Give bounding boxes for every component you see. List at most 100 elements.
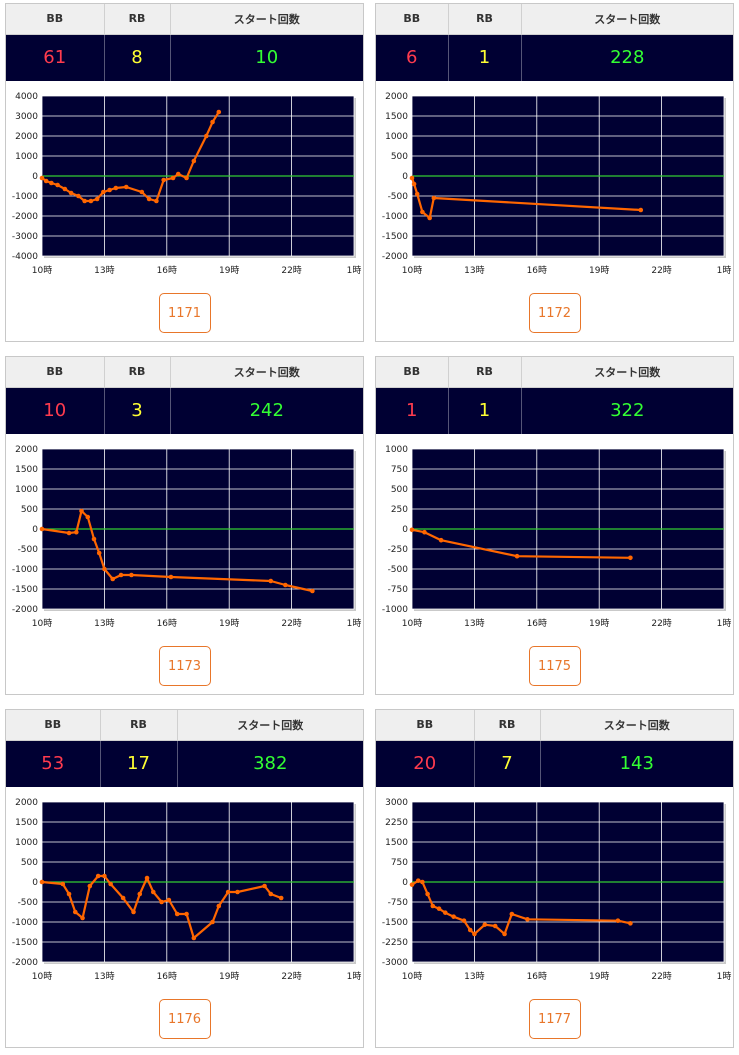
data-point	[191, 158, 197, 164]
rb-header: RB	[104, 4, 171, 35]
data-point	[409, 882, 415, 887]
x-tick-label: 19時	[589, 971, 609, 982]
y-tick-label: -4000	[12, 252, 38, 262]
data-point	[102, 873, 107, 879]
bb-header: BB	[6, 357, 105, 388]
y-tick-label: 500	[21, 505, 38, 515]
machine-number-button[interactable]: 1177	[528, 999, 581, 1039]
x-tick-label: 10時	[402, 971, 422, 982]
y-tick-label: 0	[402, 525, 408, 535]
data-point	[62, 186, 68, 192]
bb-header: BB	[376, 357, 449, 388]
start-count-value: 382	[177, 740, 363, 787]
x-tick-label: 1時	[717, 971, 732, 982]
balance-chart: 2000 1500 1000 500 0 -500 -1000 -1500 -2000 10時 13…	[382, 92, 732, 276]
x-tick-label: 19時	[219, 265, 239, 276]
x-tick-label: 16時	[527, 971, 547, 982]
x-tick-label: 13時	[94, 971, 114, 982]
x-tick-label: 16時	[157, 618, 177, 629]
data-point	[235, 889, 240, 895]
bb-value: 61	[6, 34, 105, 81]
y-tick-label: -750	[388, 585, 409, 595]
y-tick-label: 0	[402, 878, 408, 888]
data-point	[107, 187, 112, 193]
data-point	[85, 514, 91, 520]
start-count-header: スタート回数	[540, 710, 733, 741]
data-point	[66, 891, 72, 897]
data-point	[95, 873, 101, 879]
data-point	[113, 185, 119, 191]
data-point	[427, 215, 432, 221]
machine-number-button[interactable]: 1173	[158, 646, 211, 686]
rb-value: 7	[474, 740, 541, 787]
data-point	[461, 918, 467, 923]
rb-value: 8	[104, 34, 171, 81]
balance-chart: 4000 3000 2000 1000 0 -1000 -2000 -3000 -4000 10時…	[12, 92, 362, 276]
rb-header: RB	[448, 357, 522, 388]
x-tick-label: 22時	[281, 265, 301, 276]
x-tick-label: 22時	[651, 971, 671, 982]
y-tick-label: 2000	[15, 132, 38, 142]
machine-number-button[interactable]: 1172	[528, 293, 581, 333]
data-point	[425, 891, 430, 897]
machine-number-button[interactable]: 1175	[528, 646, 581, 686]
y-tick-label: 500	[391, 485, 408, 495]
stats-table: BB RB スタート回数 10 3 242	[6, 357, 363, 434]
x-tick-label: 16時	[157, 265, 177, 276]
x-tick-label: 1時	[347, 265, 362, 276]
data-point	[628, 555, 633, 561]
data-point	[87, 883, 93, 889]
y-tick-label: -1500	[382, 918, 408, 928]
data-point	[184, 175, 189, 181]
y-tick-label: 1500	[385, 838, 408, 848]
y-tick-label: -2000	[12, 958, 38, 968]
data-point	[55, 182, 60, 188]
y-tick-label: 0	[402, 172, 408, 182]
start-count-header: スタート回数	[521, 357, 733, 388]
machine-number-button[interactable]: 1176	[158, 999, 211, 1039]
data-point	[166, 897, 172, 903]
start-count-header: スタート回数	[170, 4, 363, 35]
data-point	[60, 881, 66, 887]
x-tick-label: 19時	[219, 971, 239, 982]
bb-header: BB	[6, 710, 101, 741]
x-tick-label: 22時	[281, 618, 301, 629]
balance-series-line	[41, 874, 282, 940]
y-tick-label: 750	[391, 858, 408, 868]
bb-value: 6	[376, 34, 449, 81]
start-count-header: スタート回数	[177, 710, 363, 741]
x-tick-label: 10時	[402, 618, 422, 629]
y-tick-label: 500	[21, 858, 38, 868]
data-point	[96, 550, 102, 556]
rb-header: RB	[474, 710, 541, 741]
data-point	[268, 578, 274, 584]
y-tick-label: -500	[388, 192, 409, 202]
data-point	[110, 576, 116, 582]
data-point	[283, 582, 288, 588]
machine-number-button[interactable]: 1171	[158, 293, 211, 333]
data-point	[438, 537, 444, 543]
data-point	[514, 553, 520, 559]
y-tick-label: 1000	[15, 485, 38, 495]
data-point	[414, 191, 420, 197]
y-tick-label: -1000	[12, 192, 38, 202]
x-tick-label: 10時	[32, 971, 52, 982]
x-tick-label: 1時	[347, 618, 362, 629]
y-tick-label: 2000	[15, 445, 38, 455]
machine-card: BB RB スタート回数 1 1 322 1175 1000 750 500 250 0 -250 -50…	[375, 356, 734, 695]
y-tick-label: -1000	[12, 565, 38, 575]
data-point	[66, 530, 72, 536]
data-point	[415, 878, 421, 883]
data-point	[144, 875, 150, 881]
balance-chart: 1000 750 500 250 0 -250 -500 -750 -1000 10時 13時 16時…	[382, 445, 732, 629]
data-point	[409, 175, 415, 181]
start-count-value: 228	[521, 34, 733, 81]
bb-value: 20	[376, 740, 475, 787]
y-tick-label: 1000	[15, 838, 38, 848]
data-point	[150, 889, 156, 895]
data-point	[154, 198, 159, 204]
data-point	[161, 177, 166, 183]
data-point	[442, 910, 448, 915]
y-tick-label: 250	[391, 505, 408, 515]
y-tick-label: -1000	[382, 212, 408, 222]
